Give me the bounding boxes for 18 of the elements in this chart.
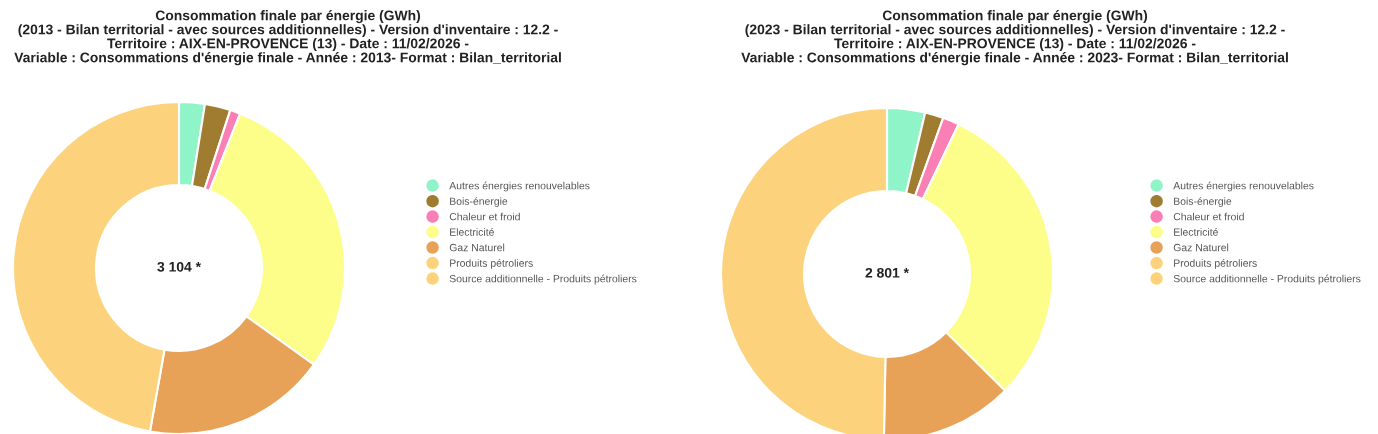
legend-label: Source additionnelle - Produits pétroliers [449,274,637,285]
legend-label: Bois-énergie [450,197,508,207]
legend-label: Source additionnelle - Produits pétroliers [1173,274,1361,285]
chart-title: Consommation finale par énergie (GWh) (2013 - Bilan territorial - avec sources additionnelles) - Version d'inventaire : 12.2 - Territoire : AIX-EN-PROVENCE (13) - Date : 11/02/2026 - Variable : Consommations d'énergie finale - Année : 2013- Format : Bilan_territorial [14,10,561,66]
legend-label: Gaz Naturel [1173,243,1229,252]
legend-label: Chaleur et froid [1173,212,1244,221]
legend-label: Gaz Naturel [449,243,505,252]
legend-label: Bois-énergie [1174,197,1232,207]
text: 2 801 * [865,267,909,278]
legend-label: Autres énergies renouvelables [449,181,590,192]
chart-title: Consommation finale par énergie (GWh) (2023 - Bilan territorial - avec sources additionnelles) - Version d'inventaire : 12.2 - Territoire : AIX-EN-PROVENCE (13) - Date : 11/02/2026 - Variable : Consommations d'énergie finale - Année : 2023- Format : Bilan_territorial [741,10,1288,66]
legend-label: Chaleur et froid [449,212,520,221]
text: 3 104 * [157,261,201,272]
legend-label: Produits pétroliers [1174,259,1257,269]
legend-label: Electricité [1174,228,1218,236]
legend-label: Produits pétroliers [450,259,533,269]
legend-label: Autres énergies renouvelables [1173,181,1314,192]
legend-label: Electricité [450,228,494,236]
